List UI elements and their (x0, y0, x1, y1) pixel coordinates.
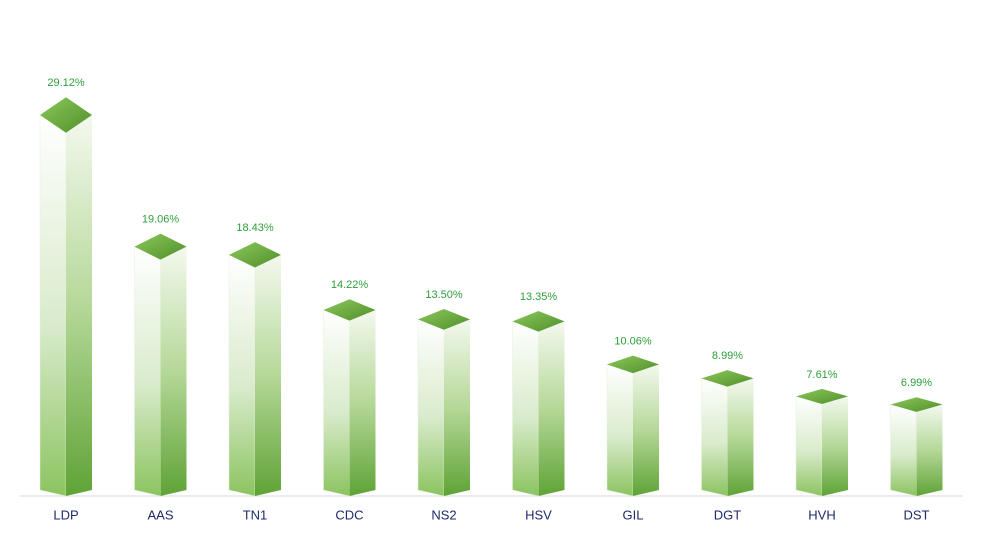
bar-top-face (890, 397, 943, 412)
value-label: 14.22% (331, 279, 369, 291)
bar-right-face (255, 254, 281, 496)
bar-top-face (607, 355, 659, 374)
bar-top-face (134, 233, 187, 260)
bar (512, 311, 565, 497)
bar (323, 299, 376, 497)
bar (701, 370, 754, 497)
bar-left-face (890, 404, 917, 497)
bar-right-face (822, 396, 848, 496)
bar (795, 388, 848, 497)
bar-left-face (39, 114, 67, 497)
value-label: 19.06% (142, 214, 180, 226)
bar-left-face (417, 319, 445, 497)
value-label: 7.61% (806, 369, 837, 381)
bar-top-face (40, 97, 92, 133)
bar-right-face (444, 319, 470, 496)
x-tick-label: CDC (335, 507, 363, 522)
bar-right-face (727, 378, 754, 496)
bar-right-face (916, 404, 943, 496)
bar-left-face (606, 364, 634, 497)
bar-left-face (134, 246, 161, 497)
value-label: 13.50% (425, 289, 463, 301)
bar-left-face (795, 396, 823, 497)
x-tick-label: DGT (714, 507, 742, 522)
bar-right-face (633, 364, 659, 496)
x-tick-label: NS2 (431, 507, 456, 522)
bar-right-face (538, 321, 565, 496)
value-label: 10.06% (614, 336, 652, 348)
bar (417, 309, 470, 497)
value-label: 6.99% (901, 377, 932, 389)
x-tick-label: AAS (147, 507, 173, 522)
x-tick-label: HSV (525, 507, 552, 522)
value-label: 13.35% (520, 291, 558, 303)
x-tick-label: TN1 (243, 507, 268, 522)
value-label: 8.99% (712, 350, 743, 362)
x-tick-label: LDP (53, 507, 78, 522)
bar (134, 233, 187, 497)
bar-top-face (229, 242, 281, 268)
bar-left-face (512, 320, 539, 497)
bar-right-face (66, 115, 92, 496)
bar-top-face (418, 309, 470, 330)
bar-right-face (160, 246, 187, 496)
bar-top-face (323, 299, 376, 321)
bar (39, 97, 92, 497)
bar-top-face (701, 370, 754, 387)
bar (890, 397, 943, 497)
bar-top-face (512, 311, 565, 332)
value-label: 29.12% (47, 77, 85, 89)
bar-right-face (349, 309, 376, 496)
bar-left-face (323, 309, 350, 497)
value-label: 18.43% (236, 222, 274, 234)
bar-top-face (796, 388, 848, 405)
x-tick-label: DST (904, 507, 930, 522)
bar (228, 242, 281, 497)
x-tick-label: GIL (623, 507, 644, 522)
bar (606, 355, 659, 497)
x-tick-label: HVH (808, 507, 835, 522)
bar-left-face (701, 378, 728, 497)
bar-left-face (228, 254, 256, 497)
